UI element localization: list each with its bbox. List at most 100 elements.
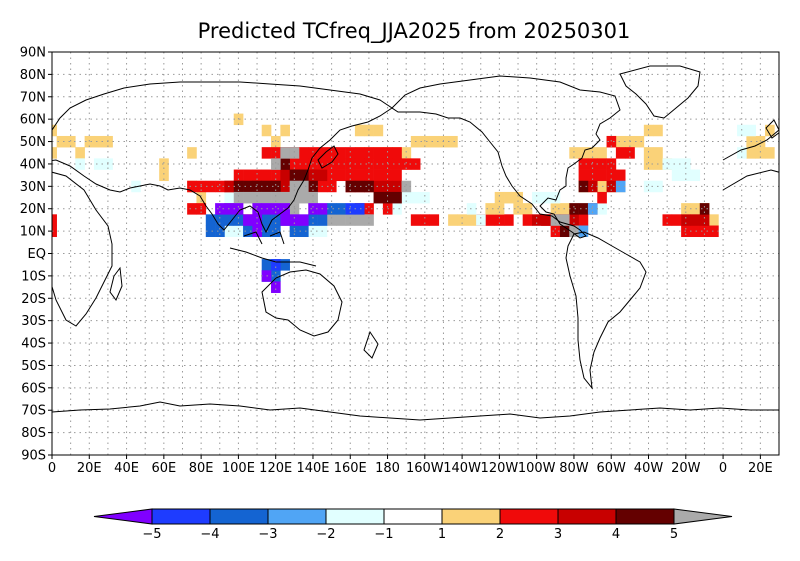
anomaly-cell: [606, 135, 617, 148]
anomaly-cell: [429, 135, 440, 148]
anomaly-cell: [364, 158, 374, 170]
anomaly-cell: [271, 158, 281, 170]
anomaly-cell: [643, 147, 654, 159]
anomaly-cell: [243, 214, 253, 226]
anomaly-cell: [159, 169, 169, 182]
lon-tick-label: 40E: [114, 461, 139, 476]
anomaly-cell: [271, 259, 281, 271]
anomaly-cell: [215, 214, 225, 226]
anomaly-cell: [326, 180, 337, 193]
anomaly-cell: [187, 147, 197, 159]
anomaly-cell: [298, 214, 309, 226]
colorbar-label: 2: [496, 527, 504, 542]
anomaly-cell: [205, 225, 216, 238]
anomaly-cell: [224, 191, 235, 204]
anomaly-cell: [550, 191, 561, 204]
lat-tick-label: 40S: [21, 337, 46, 352]
anomaly-cell: [597, 191, 607, 204]
anomaly-cell: [410, 214, 421, 226]
anomaly-cell: [65, 135, 76, 148]
anomaly-cell: [392, 147, 402, 159]
anomaly-cell: [448, 214, 458, 226]
anomaly-cell: [326, 147, 337, 159]
anomaly-cell: [541, 214, 551, 226]
colorbar-max-arrow: [673, 508, 733, 525]
anomaly-cell: [336, 214, 346, 226]
lon-tick-label: 20E: [748, 461, 773, 476]
anomaly-cell: [298, 147, 309, 159]
anomaly-cell: [373, 180, 384, 193]
coast-eurasia-wrap: [722, 129, 779, 161]
anomaly-cell: [448, 135, 458, 148]
anomaly-cell: [476, 214, 486, 226]
anomaly-cell: [233, 191, 244, 204]
anomaly-cell: [308, 147, 318, 159]
anomaly-cell: [308, 203, 318, 215]
anomaly-cell: [681, 214, 691, 226]
anomaly-cell: [401, 180, 412, 193]
anomaly-cell: [466, 214, 477, 226]
anomaly-cell: [52, 225, 57, 238]
anomaly-cell: [308, 158, 318, 170]
colorbar-swatch: [325, 508, 385, 525]
colorbar-swatch: [615, 508, 675, 525]
lat-tick-label: 10N: [20, 225, 46, 240]
colorbar-label: −1: [374, 527, 393, 542]
coast-eurasia: [52, 81, 393, 234]
anomaly-cell: [737, 124, 747, 137]
anomaly-cell: [569, 225, 579, 238]
anomaly-cell: [699, 203, 710, 215]
anomaly-cell: [401, 158, 412, 170]
lon-tick-label: 0: [719, 461, 727, 476]
anomaly-cell: [243, 169, 253, 182]
anomaly-cell: [261, 191, 272, 204]
anomaly-cell: [280, 259, 290, 271]
anomaly-cell: [541, 191, 551, 204]
anomaly-cell: [373, 158, 384, 170]
colorbar-labels: −5 −4 −3 −2 −1 1 2 3 4 5: [142, 527, 678, 542]
anomaly-cell: [252, 191, 263, 204]
anomaly-cell: [84, 135, 95, 148]
anomaly-cell: [271, 169, 281, 182]
anomaly-cell: [765, 124, 775, 137]
colorbar-swatch: [209, 508, 269, 525]
anomaly-cell: [364, 169, 374, 182]
anomaly-cell: [643, 158, 654, 170]
anomaly-cell: [429, 214, 440, 226]
anomaly-cell: [382, 169, 393, 182]
anomaly-cell: [187, 180, 197, 193]
anomaly-cell: [56, 135, 67, 148]
anomaly-cell: [550, 214, 561, 226]
lat-tick-label: 90S: [21, 449, 46, 464]
anomaly-cell: [485, 214, 496, 226]
anomaly-cell: [298, 180, 309, 193]
coastlines: [52, 65, 779, 421]
anomaly-cell: [606, 158, 617, 170]
anomaly-cell: [587, 203, 598, 215]
anomaly-cell: [522, 203, 533, 215]
anomaly-cell: [364, 124, 374, 137]
anomaly-cell: [271, 203, 281, 215]
anomaly-cell: [550, 225, 561, 238]
lon-tick-label: 60E: [151, 461, 176, 476]
colorbar-swatch: [383, 508, 443, 525]
lon-tick-label: 120W: [481, 461, 519, 476]
anomaly-cell: [271, 281, 281, 293]
lat-tick-label: 50S: [21, 359, 46, 374]
anomaly-cell: [765, 147, 775, 159]
anomaly-cell: [224, 214, 235, 226]
anomaly-cell: [364, 147, 374, 159]
anomaly-cell: [504, 214, 514, 226]
anomaly-cell: [746, 147, 756, 159]
lat-tick-label: 80S: [21, 426, 46, 441]
anomaly-cell: [233, 214, 244, 226]
anomaly-cell: [215, 180, 225, 193]
anomaly-cell: [280, 169, 290, 182]
anomaly-cell: [317, 169, 328, 182]
anomaly-cell: [569, 203, 579, 215]
anomaly-cell: [336, 203, 346, 215]
anomaly-cell: [243, 180, 253, 193]
anomaly-cell: [746, 124, 756, 137]
anomaly-cell: [615, 147, 626, 159]
anomaly-cell: [587, 180, 598, 193]
